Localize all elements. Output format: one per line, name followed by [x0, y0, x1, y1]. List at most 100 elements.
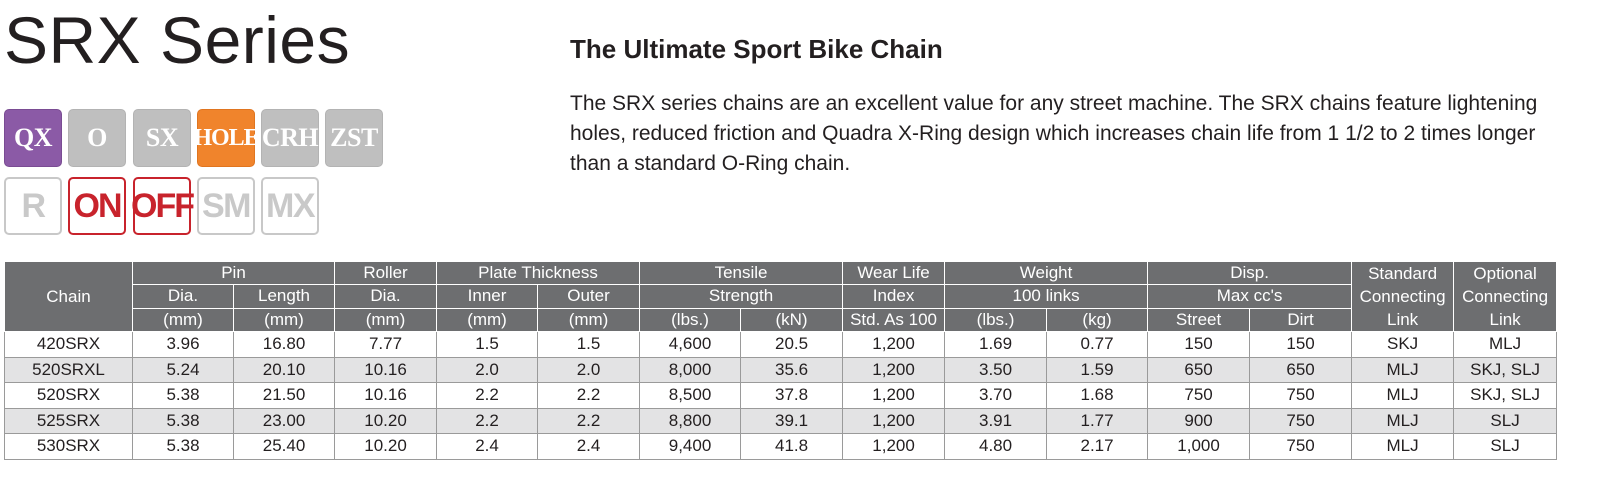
cell-standard-link: MLJ [1351, 407, 1455, 434]
cell-pin-length: 25.40 [232, 433, 336, 460]
header-roller-dia: Dia. [334, 284, 438, 309]
table-row: 530SRX 5.38 25.40 10.20 2.4 2.4 9,400 41… [4, 433, 1558, 460]
cell-inner: 2.0 [436, 356, 539, 383]
header-optional-link-line3: Link [1489, 310, 1521, 329]
header-roller: Roller [334, 260, 438, 286]
unit-tensile-lbs: (lbs.) [639, 307, 742, 333]
cell-pin-length: 16.80 [232, 331, 336, 358]
cell-optional-link: SKJ, SLJ [1453, 382, 1558, 409]
subtitle: The Ultimate Sport Bike Chain [570, 34, 943, 64]
unit-roller: (mm) [334, 307, 438, 333]
cell-outer: 2.0 [537, 356, 641, 383]
header-plate-thickness: Plate Thickness [436, 260, 641, 286]
cell-dirt: 150 [1249, 331, 1353, 358]
cell-dirt: 650 [1249, 356, 1353, 383]
cell-standard-link: MLJ [1351, 382, 1455, 409]
table-row: 525SRX 5.38 23.00 10.20 2.2 2.2 8,800 39… [4, 407, 1558, 434]
cell-roller-dia: 10.20 [334, 407, 438, 434]
cell-optional-link: SLJ [1453, 407, 1558, 434]
unit-pin-dia: (mm) [132, 307, 234, 333]
cell-street: 1,000 [1147, 433, 1251, 460]
cell-weight-kg: 1.77 [1046, 407, 1149, 434]
description: The SRX series chains are an excellent v… [570, 92, 1538, 175]
cell-roller-dia: 10.20 [334, 433, 438, 460]
cell-weight-kg: 1.68 [1046, 382, 1149, 409]
unit-weight-kg: (kg) [1046, 307, 1149, 333]
cell-weight-kg: 1.59 [1046, 356, 1149, 383]
cell-chain: 525SRX [4, 407, 133, 434]
cell-weight-kg: 2.17 [1046, 433, 1149, 460]
header-pin-length: Length [232, 284, 336, 309]
cell-tensile-lbs: 9,400 [639, 433, 742, 460]
table-row: 420SRX 3.96 16.80 7.77 1.5 1.5 4,600 20.… [4, 331, 1558, 358]
header-weight: Weight [944, 260, 1149, 286]
cell-street: 650 [1147, 356, 1251, 383]
cell-wear-life: 1,200 [842, 382, 946, 409]
header-tensile: Tensile [639, 260, 844, 286]
badge-sm: SM [197, 177, 255, 235]
badge-o: O [68, 109, 126, 167]
cell-roller-dia: 10.16 [334, 356, 438, 383]
badge-qx: QX [4, 109, 62, 167]
cell-optional-link: SLJ [1453, 433, 1558, 460]
unit-tensile-kn: (kN) [740, 307, 844, 333]
spec-table: Chain Pin Roller Plate Thickness Tensile… [4, 260, 1558, 460]
cell-tensile-lbs: 8,800 [639, 407, 742, 434]
cell-chain: 520SRX [4, 382, 133, 409]
cell-weight-lbs: 3.70 [944, 382, 1048, 409]
cell-tensile-kn: 41.8 [740, 433, 844, 460]
cell-weight-lbs: 3.50 [944, 356, 1048, 383]
cell-chain: 420SRX [4, 331, 133, 358]
header-pin-dia: Dia. [132, 284, 234, 309]
cell-inner: 1.5 [436, 331, 539, 358]
cell-pin-dia: 3.96 [132, 331, 234, 358]
cell-tensile-lbs: 8,000 [639, 356, 742, 383]
header-optional-link-line2: Connecting [1462, 287, 1549, 306]
cell-outer: 1.5 [537, 331, 641, 358]
cell-chain: 520SRXL [4, 356, 133, 383]
badge-r: R [4, 177, 62, 235]
cell-optional-link: MLJ [1453, 331, 1558, 358]
cell-dirt: 750 [1249, 407, 1353, 434]
cell-street: 900 [1147, 407, 1251, 434]
header-strength: Strength [639, 284, 844, 309]
unit-wear-std: Std. As 100 [842, 307, 946, 333]
badge-crh: CRH [261, 109, 319, 167]
cell-inner: 2.2 [436, 382, 539, 409]
unit-street: Street [1147, 307, 1251, 333]
badge-zst: ZST [325, 109, 383, 167]
cell-pin-length: 21.50 [232, 382, 336, 409]
cell-standard-link: MLJ [1351, 356, 1455, 383]
cell-tensile-kn: 20.5 [740, 331, 844, 358]
cell-pin-length: 20.10 [232, 356, 336, 383]
cell-pin-length: 23.00 [232, 407, 336, 434]
header-outer: Outer [537, 284, 641, 309]
cell-tensile-lbs: 8,500 [639, 382, 742, 409]
cell-chain: 530SRX [4, 433, 133, 460]
header-standard-link-line3: Link [1386, 310, 1419, 329]
cell-weight-kg: 0.77 [1046, 331, 1149, 358]
series-title: SRX Series [4, 3, 351, 77]
badge-off: OFF [131, 177, 195, 235]
cell-pin-dia: 5.38 [132, 407, 234, 434]
cell-tensile-kn: 39.1 [740, 407, 844, 434]
unit-pin-length: (mm) [232, 307, 336, 333]
cell-weight-lbs: 1.69 [944, 331, 1048, 358]
unit-dirt: Dirt [1249, 307, 1353, 333]
cell-outer: 2.2 [537, 382, 641, 409]
cell-dirt: 750 [1249, 433, 1353, 460]
badge-sx: SX [133, 109, 191, 167]
unit-inner: (mm) [436, 307, 539, 333]
cell-standard-link: MLJ [1351, 433, 1455, 460]
header-inner: Inner [436, 284, 539, 309]
cell-tensile-kn: 35.6 [740, 356, 844, 383]
cell-tensile-lbs: 4,600 [639, 331, 742, 358]
cell-pin-dia: 5.24 [132, 356, 234, 383]
cell-street: 750 [1147, 382, 1251, 409]
header-optional-link: Optional Connecting Link [1453, 261, 1558, 332]
unit-outer: (mm) [537, 307, 641, 333]
cell-wear-life: 1,200 [842, 331, 946, 358]
header-index: Index [842, 284, 946, 309]
cell-pin-dia: 5.38 [132, 433, 234, 460]
cell-wear-life: 1,200 [842, 433, 946, 460]
